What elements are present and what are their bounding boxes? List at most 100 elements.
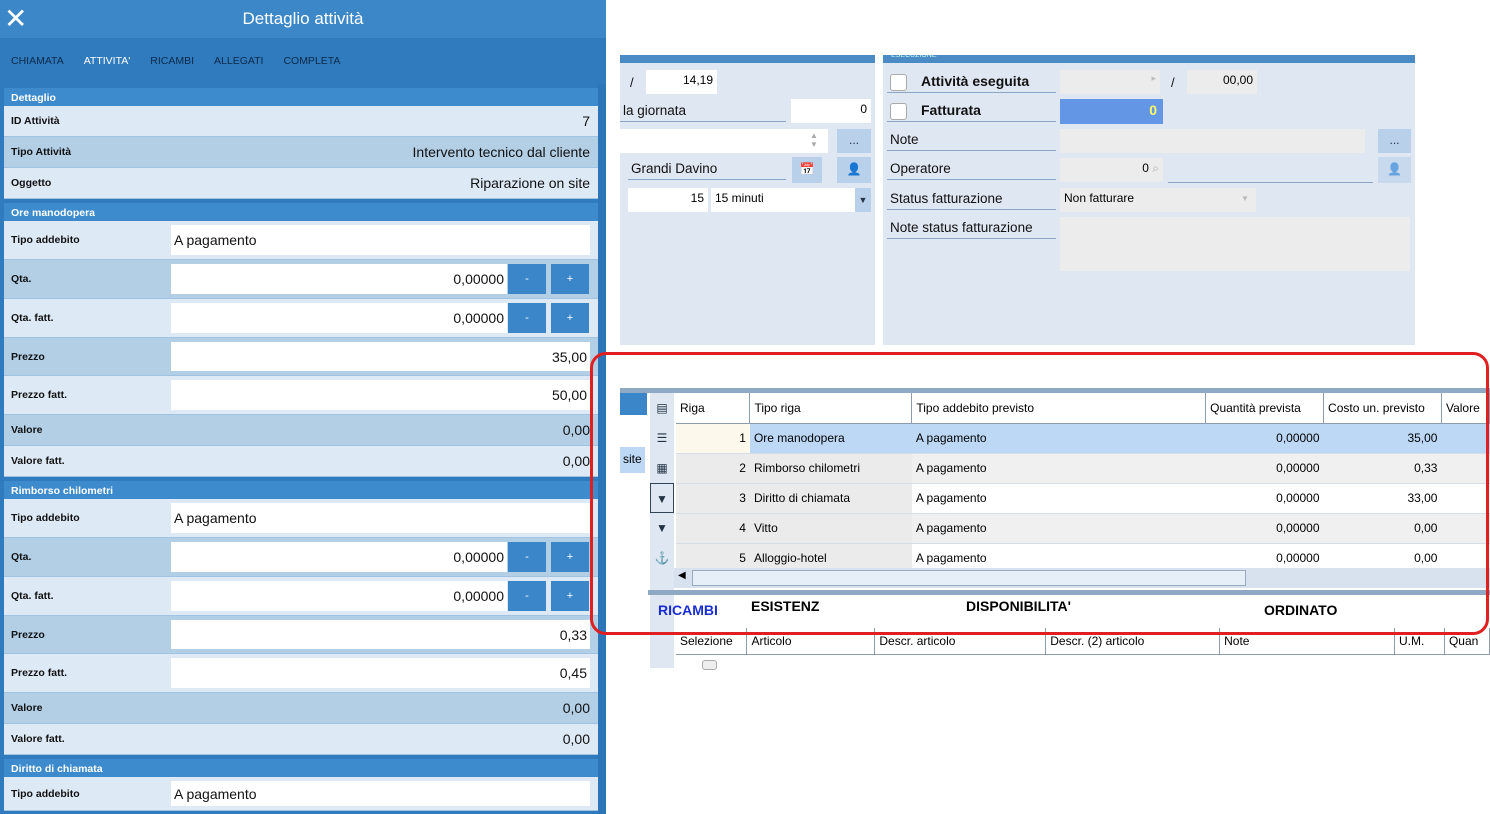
user-icon[interactable]: 👤 [837, 157, 871, 183]
qta-fatt-input[interactable]: 0,00000 [171, 303, 507, 333]
horizontal-scrollbar[interactable]: ◀ [674, 568, 1490, 588]
table-cell: 35,00 [1323, 423, 1442, 454]
tab-completa[interactable]: COMPLETA [283, 55, 341, 67]
qta-input[interactable]: 0,00000 [171, 264, 507, 294]
increment-button[interactable]: + [551, 542, 589, 572]
table-row[interactable]: 4 Vitto A pagamento 0,00000 0,00 [676, 513, 1490, 544]
list-icon[interactable]: ☰ [656, 431, 668, 445]
row-valore: Valore 0,00 [4, 415, 598, 446]
side-text: site [620, 447, 645, 473]
panel-header [620, 55, 875, 63]
column-header[interactable]: Quantità prevista [1205, 393, 1325, 424]
increment-button[interactable]: + [551, 264, 589, 294]
fatturata-checkbox[interactable] [890, 103, 907, 120]
table-cell: 2 [676, 453, 750, 484]
column-header[interactable]: Valore [1441, 393, 1490, 424]
anchor-icon[interactable]: ⚓ [654, 551, 670, 565]
prezzo-fatt-input[interactable]: 50,00 [171, 380, 590, 410]
table-cell [1441, 513, 1490, 544]
column-header[interactable]: Tipo riga [749, 393, 913, 424]
time-input[interactable]: 14,19 [646, 70, 717, 94]
fatturata-value[interactable]: 0 [1060, 99, 1163, 124]
operator-field[interactable]: Grandi Davino [628, 158, 786, 180]
columns-icon[interactable]: ▤ [656, 401, 668, 415]
column-header[interactable]: Costo un. previsto [1323, 393, 1442, 424]
table-cell: Rimborso chilometri [749, 453, 912, 484]
qta-input[interactable]: 0,00000 [171, 542, 507, 572]
table-icon[interactable]: ▦ [656, 461, 668, 475]
ellipsis-button[interactable]: ... [837, 129, 871, 153]
tipo-addebito-input[interactable]: A pagamento [171, 503, 590, 533]
table-row[interactable]: 2 Rimborso chilometri A pagamento 0,00000 0,… [676, 453, 1490, 484]
column-header[interactable]: Tipo addebito previsto [911, 393, 1207, 424]
operatore-label: Operatore [887, 158, 1056, 180]
filter-clear-icon[interactable]: ▼ [656, 521, 668, 535]
increment-button[interactable]: + [551, 303, 589, 333]
table-cell: A pagamento [911, 513, 1206, 544]
scrollbar[interactable] [598, 84, 606, 814]
ellipsis-button[interactable]: ... [1378, 129, 1411, 153]
close-icon[interactable]: ✕ [4, 3, 28, 34]
tab-ricambi[interactable]: RICAMBI [150, 55, 195, 67]
ricambi-title: RICAMBI [658, 602, 718, 618]
table-cell: A pagamento [911, 483, 1206, 514]
disponibilita-label: DISPONIBILITA' [966, 598, 1071, 614]
row-valore: Valore 0,00 [4, 693, 598, 724]
label: Prezzo [11, 628, 45, 641]
table-cell: 0,00000 [1205, 453, 1324, 484]
value: 0,00 [562, 700, 590, 716]
tab-attivita[interactable]: ATTIVITA' [83, 55, 131, 67]
operatore-input[interactable]: 0 ⌕ [1060, 158, 1163, 182]
increment-button[interactable]: + [551, 581, 589, 611]
table-row[interactable]: 3 Diritto di chiamata A pagamento 0,00000 33… [676, 483, 1490, 514]
spinner-icon[interactable]: ▲ ▼ [810, 131, 818, 149]
duration-select[interactable]: 15 minuti [711, 188, 855, 212]
table-cell: 0,33 [1323, 453, 1442, 484]
note-input[interactable] [1060, 129, 1365, 153]
tipo-addebito-input[interactable]: A pagamento [171, 225, 590, 255]
prezzo-fatt-input[interactable]: 0,45 [171, 658, 590, 688]
time-input[interactable]: 00,00 [1187, 70, 1257, 94]
note-status-input[interactable] [1060, 217, 1410, 271]
chevron-down-icon[interactable]: ▼ [855, 188, 871, 212]
status-select[interactable]: Non fatturare [1060, 188, 1256, 212]
row-id-attivita: ID Attività 7 [4, 106, 598, 137]
decrement-button[interactable]: - [508, 542, 546, 572]
eseguita-checkbox[interactable] [890, 74, 907, 91]
qta-fatt-input[interactable]: 0,00000 [171, 581, 507, 611]
decrement-button[interactable]: - [508, 581, 546, 611]
decrement-button[interactable]: - [508, 303, 546, 333]
search-icon[interactable]: ⌕ [1152, 161, 1159, 175]
label: Tipo addebito [11, 234, 80, 246]
user-icon[interactable]: 👤 [1378, 157, 1411, 183]
tab-bar: CHIAMATA ATTIVITA' RICAMBI ALLEGATI COMP… [0, 38, 606, 84]
table-cell: 3 [676, 483, 750, 514]
grid-toolbar: ▤ ☰ ▦ ▼ ▼ ⚓ [650, 393, 674, 668]
prezzo-input[interactable]: 0,33 [171, 620, 590, 649]
row-qta: Qta. 0,00000- + [4, 260, 598, 299]
calendar-icon[interactable]: 📅 [792, 157, 822, 183]
ordinato-label: ORDINATO [1264, 602, 1338, 618]
duration-input[interactable]: 15 [628, 188, 708, 212]
tab-chiamata[interactable]: CHIAMATA [11, 55, 64, 67]
label: Prezzo fatt. [11, 389, 68, 401]
label: Prezzo [11, 350, 45, 363]
tab-allegati[interactable]: ALLEGATI [214, 55, 264, 67]
table-cell: 4 [676, 513, 750, 544]
prezzo-input[interactable]: 35,00 [171, 342, 590, 371]
select-checkbox[interactable] [702, 660, 717, 670]
giornata-input[interactable]: 0 [791, 99, 871, 123]
chevron-left-icon[interactable]: ◀ [678, 570, 686, 581]
tipo-addebito-input[interactable]: A pagamento [171, 781, 590, 806]
date-input[interactable]: ▸ [1060, 70, 1160, 94]
column-header[interactable]: Riga [676, 393, 751, 424]
table-row[interactable]: 1 Ore manodopera A pagamento 0,00000 35,00 [676, 423, 1490, 454]
notes-input[interactable] [620, 129, 828, 153]
table-cell: Diritto di chiamata [749, 483, 912, 514]
chevron-down-icon[interactable]: ▼ [1241, 194, 1249, 203]
decrement-button[interactable]: - [508, 264, 546, 294]
scrollbar-thumb[interactable] [692, 570, 1246, 586]
filter-icon[interactable]: ▼ [650, 483, 674, 513]
fatturata-label: Fatturata [887, 99, 1056, 122]
value: 7 [582, 113, 590, 129]
